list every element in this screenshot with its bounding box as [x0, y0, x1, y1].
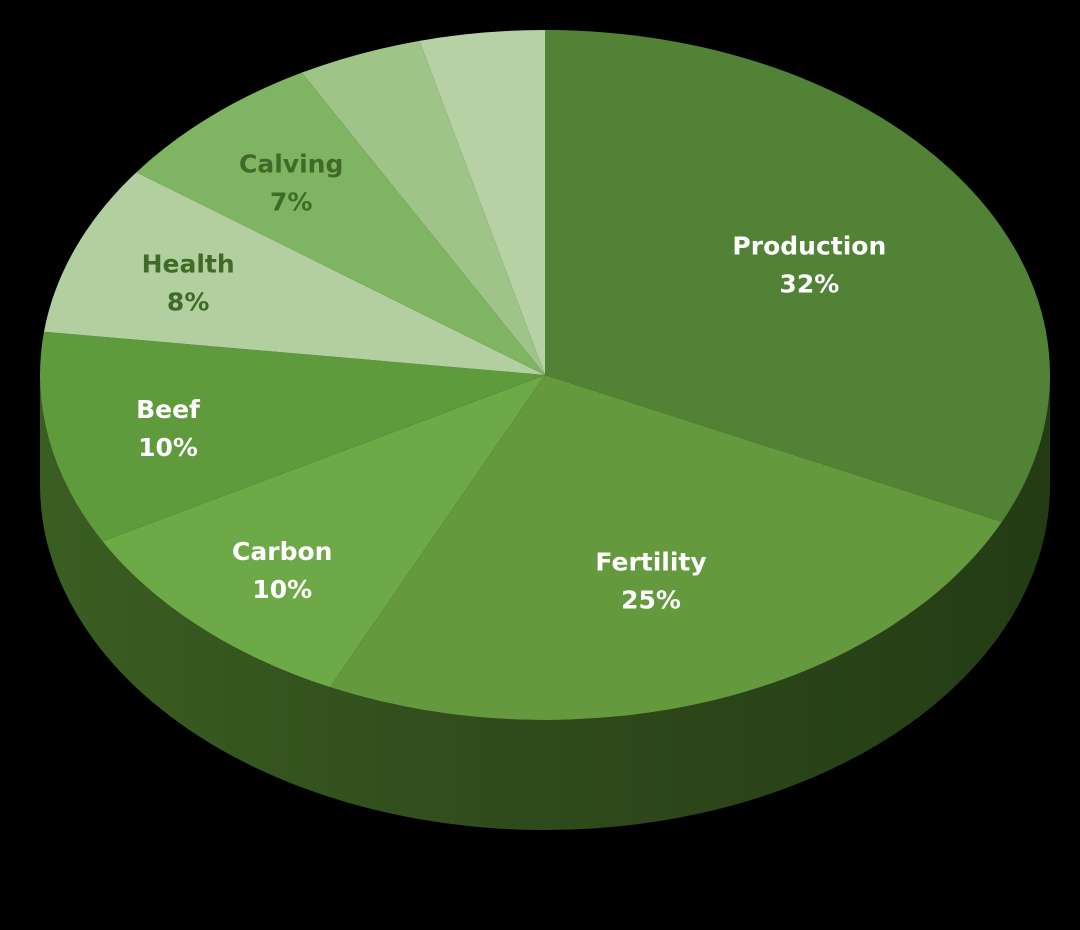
slice-name: Production [732, 231, 886, 260]
pie-slices [40, 30, 1050, 720]
pie-depth [40, 375, 1050, 830]
slice-name: Calving [239, 149, 343, 178]
slice-name: Health [142, 249, 235, 278]
slice-name: Beef [136, 395, 201, 424]
pie-slice-production [545, 30, 1050, 522]
slice-label-beef: Beef 10% [136, 395, 201, 462]
slice-percent: 10% [252, 575, 312, 604]
slice-label-carbon: Carbon 10% [232, 537, 332, 604]
pie-slice-carbon [102, 375, 546, 688]
pie-slice-beef [40, 331, 545, 542]
slice-label-production: Production 32% [732, 231, 886, 298]
slice-label-calving: Calving 7% [239, 149, 343, 216]
slice-percent: 32% [779, 269, 839, 298]
pie-slice-calving [136, 72, 545, 375]
pie-side-wall [40, 375, 1050, 830]
slice-percent: 10% [138, 433, 198, 462]
slice-percent: 8% [167, 287, 209, 316]
pie-slice-slice-8 [419, 30, 545, 375]
slice-percent: 25% [621, 585, 681, 614]
pie-slice-fertility [329, 375, 1002, 720]
slice-name: Fertility [595, 547, 706, 576]
pie-labels: Production 32% Fertility 25% Carbon 10% Beef 10… [136, 149, 886, 614]
slice-percent: 7% [270, 187, 312, 216]
pie-slice-slice-7 [301, 40, 545, 376]
pie-slice-health [43, 172, 545, 375]
slice-label-health: Health 8% [142, 249, 235, 316]
slice-name: Carbon [232, 537, 332, 566]
slice-label-fertility: Fertility 25% [595, 547, 706, 614]
